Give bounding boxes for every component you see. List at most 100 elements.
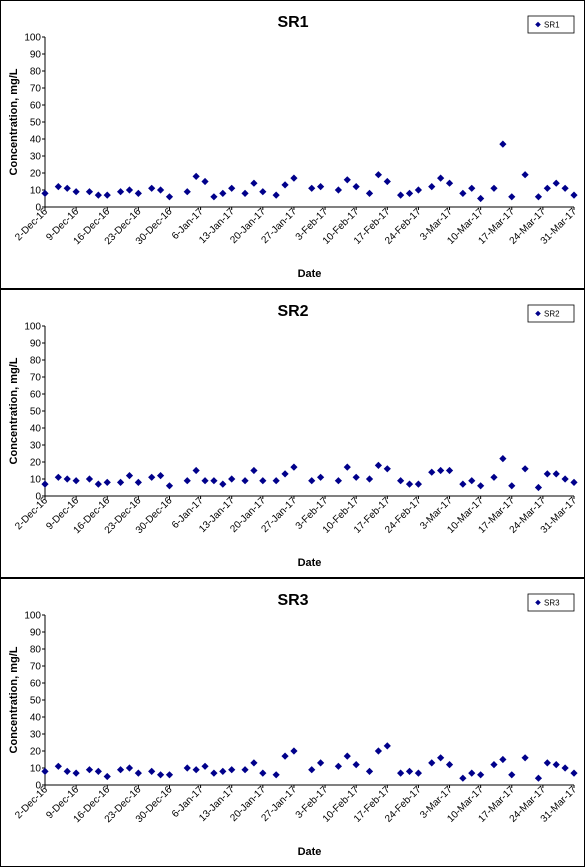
data-point [414, 769, 423, 777]
data-point [54, 473, 62, 481]
y-tick-label: 50 [30, 407, 42, 418]
data-point [343, 463, 351, 471]
data-point [374, 461, 383, 469]
data-point [116, 478, 125, 486]
y-tick-label: 0 [35, 492, 41, 503]
data-point [72, 188, 80, 196]
data-point [259, 188, 267, 196]
data-point [570, 769, 578, 777]
data-point [365, 475, 374, 483]
data-point [437, 466, 445, 475]
y-tick-label: 20 [30, 169, 42, 180]
data-point [397, 477, 405, 485]
data-point [156, 472, 165, 480]
data-point [499, 140, 507, 148]
data-point [383, 177, 391, 186]
chart-svg-sr3: SR301020304050607080901002-Dec-169-Dec-1… [8, 592, 579, 858]
data-point [259, 477, 267, 485]
data-point [534, 193, 543, 201]
data-point [428, 759, 436, 767]
data-point [134, 189, 142, 197]
data-point [228, 766, 236, 774]
legend-box [527, 304, 575, 323]
data-point [445, 466, 454, 475]
data-point [290, 463, 298, 471]
data-point [459, 774, 467, 782]
y-tick-label: 60 [30, 390, 42, 401]
y-tick-label: 40 [30, 135, 42, 146]
chart-title: SR1 [277, 14, 308, 31]
data-point [499, 755, 507, 764]
data-point [125, 186, 134, 194]
data-point [477, 771, 485, 779]
data-point [201, 177, 209, 186]
data-point [490, 184, 498, 192]
data-point [134, 769, 142, 777]
data-point [63, 184, 71, 192]
data-point [94, 480, 102, 488]
data-point [508, 771, 516, 779]
data-point [63, 767, 71, 775]
data-point [272, 771, 280, 779]
data-point [201, 762, 209, 770]
data-point [72, 477, 80, 485]
data-point [543, 470, 551, 478]
data-point [116, 188, 125, 196]
legend-marker [535, 599, 541, 606]
data-point [183, 764, 191, 772]
data-point [543, 759, 551, 767]
data-point [334, 762, 342, 770]
data-point [365, 767, 374, 775]
data-point [521, 754, 529, 762]
data-point [54, 762, 62, 770]
data-point [63, 475, 71, 483]
data-point [85, 188, 94, 196]
y-tick-label: 10 [30, 475, 42, 486]
data-point [477, 482, 485, 490]
chart-panel-sr3: SR3 0 10 20 30 40 50 60 70 80 90 100 2-Dec-16 9-Dec-1… [0, 578, 585, 867]
data-point [165, 771, 174, 779]
data-point [85, 475, 94, 483]
legend-marker [535, 310, 541, 317]
data-point [72, 769, 80, 777]
chart-svg-sr1: SR101020304050607080901002-Dec-169-Dec-1… [8, 14, 579, 280]
data-point [317, 759, 325, 767]
data-point [250, 466, 258, 475]
data-point [192, 172, 200, 180]
data-point [374, 747, 383, 755]
chart-title: SR3 [277, 592, 308, 609]
legend-marker [535, 21, 541, 28]
chart-panel-sr2: SR2 0 10 20 30 40 50 60 70 80 90 100 2-Dec-16 9-Dec-1… [0, 289, 585, 578]
data-point [490, 473, 498, 481]
data-point [165, 482, 174, 490]
data-point [241, 477, 249, 485]
data-point [134, 478, 142, 486]
data-point [383, 742, 391, 750]
data-point [290, 747, 298, 755]
legend-box [527, 15, 575, 34]
data-point [281, 752, 289, 760]
data-point [570, 478, 578, 486]
data-point [352, 761, 360, 769]
data-point [534, 774, 543, 782]
data-point [103, 772, 111, 781]
y-tick-label: 10 [30, 764, 42, 775]
y-tick-label: 90 [30, 50, 42, 61]
legend-label: SR3 [544, 599, 560, 608]
data-point [414, 480, 423, 488]
data-point [219, 767, 227, 775]
x-axis-title: Date [298, 557, 322, 569]
data-point [468, 184, 476, 192]
data-point [552, 179, 560, 187]
data-point [165, 193, 174, 201]
data-point [428, 183, 436, 191]
data-point [334, 477, 342, 485]
data-point [272, 477, 280, 485]
data-point [317, 473, 325, 481]
data-point [103, 191, 111, 199]
data-point [210, 193, 218, 201]
data-point [543, 184, 551, 192]
y-tick-label: 60 [30, 101, 42, 112]
data-point [241, 766, 249, 774]
data-point [343, 752, 351, 760]
